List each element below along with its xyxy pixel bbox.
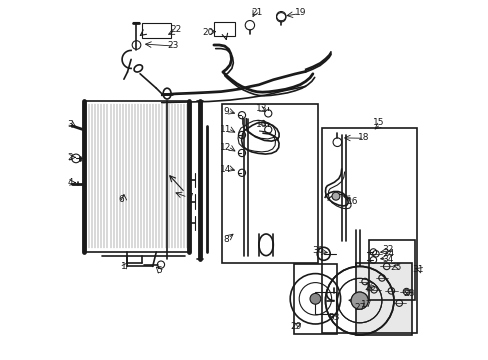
Text: 2: 2 [68,153,73,162]
Text: 20: 20 [202,28,213,37]
Text: 21: 21 [250,8,262,17]
Bar [314,292,336,314]
Text: 1: 1 [121,262,126,271]
Bar [213,22,235,36]
Text: 14: 14 [220,165,231,174]
Text: 4: 4 [67,178,73,187]
Text: 3: 3 [67,120,73,129]
Circle shape [309,293,320,304]
Circle shape [350,292,367,309]
Text: 31: 31 [412,266,423,275]
Text: 16: 16 [346,197,358,206]
Text: 11: 11 [220,125,231,134]
Text: 26: 26 [364,284,375,292]
Text: 30: 30 [312,246,324,255]
Text: 8: 8 [223,235,228,244]
Text: 29: 29 [289,323,301,331]
Text: 23: 23 [167,41,179,50]
Text: 19: 19 [294,8,305,17]
Text: 27: 27 [354,302,366,312]
Text: 32: 32 [381,245,393,253]
Text: 28: 28 [403,289,414,298]
Text: 22: 22 [170,26,182,35]
Text: 12: 12 [220,143,231,152]
Bar [321,128,416,333]
Circle shape [331,192,339,200]
Text: 9: 9 [223,107,228,116]
Bar [368,240,415,300]
Text: 25: 25 [390,263,401,272]
Text: 34: 34 [381,255,393,264]
Circle shape [350,292,367,309]
Text: 10: 10 [256,120,267,129]
Bar [142,23,170,38]
Text: 6: 6 [118,195,124,204]
Text: 18: 18 [357,133,368,142]
Text: 17: 17 [361,300,372,309]
Bar [294,264,336,334]
Text: 24: 24 [382,249,393,258]
Text: 5: 5 [156,266,162,275]
Text: 7: 7 [186,193,192,202]
Text: 13: 13 [256,104,267,113]
Bar [355,263,411,335]
Text: 15: 15 [372,118,384,127]
Bar [222,104,317,263]
Text: 33: 33 [327,313,339,323]
